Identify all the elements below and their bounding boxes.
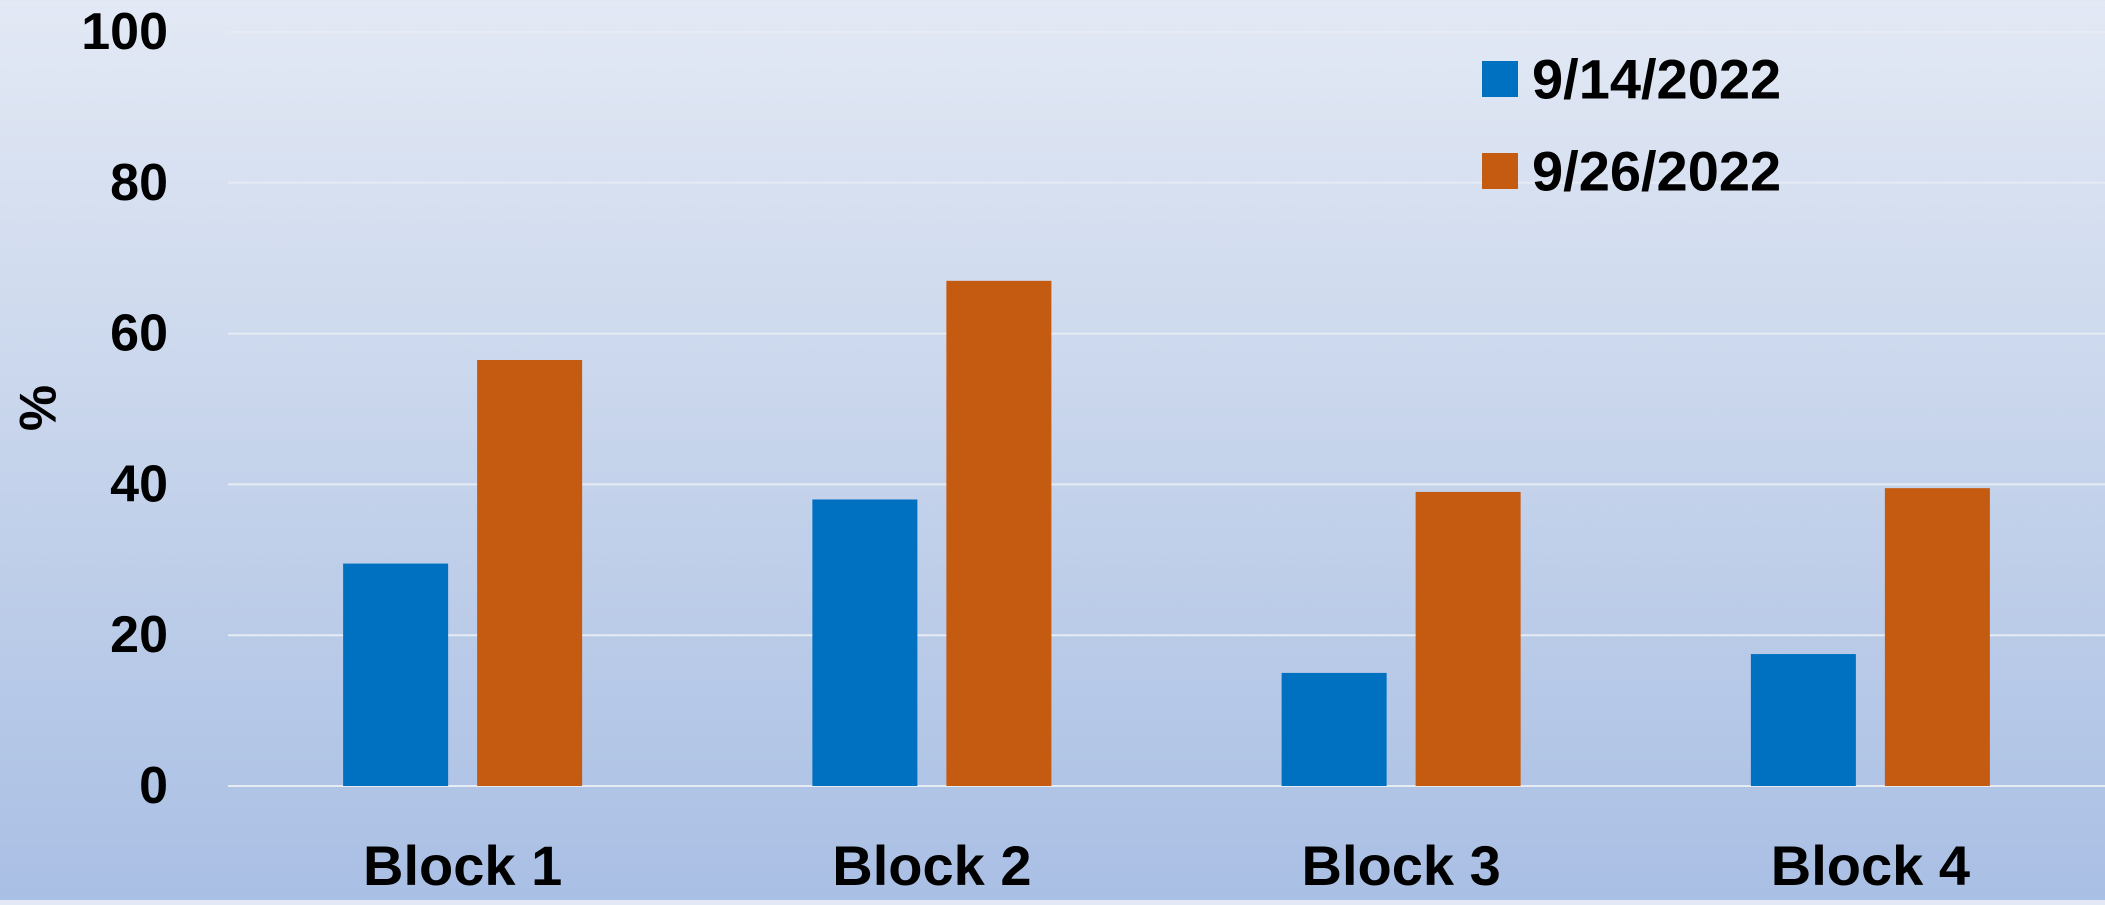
legend: 9/14/2022 9/26/2022 <box>1482 48 1781 203</box>
x-category-label: Block 2 <box>832 834 1031 897</box>
y-tick-label: 100 <box>81 3 168 61</box>
bar-series-2-block-1 <box>477 359 583 786</box>
bar-series-1-block-1 <box>343 563 449 786</box>
y-tick-label: 20 <box>110 606 168 664</box>
bar-series-1-block-3 <box>1281 672 1387 786</box>
bar-series-1-block-2 <box>812 499 918 786</box>
y-axis-tick-labels: 0 20 40 60 80 100 <box>81 3 168 815</box>
y-tick-label: 40 <box>110 455 168 513</box>
y-axis-label: % <box>10 385 68 431</box>
x-category-label: Block 3 <box>1302 834 1501 897</box>
x-category-label: Block 4 <box>1771 834 1970 897</box>
x-axis-category-labels: Block 1 Block 2 Block 3 Block 4 <box>363 834 1970 897</box>
legend-swatch <box>1482 61 1518 97</box>
x-category-label: Block 1 <box>363 834 562 897</box>
bar-series-1-block-4 <box>1750 654 1856 786</box>
legend-label: 9/26/2022 <box>1532 140 1781 203</box>
y-tick-label: 60 <box>110 305 168 363</box>
bars <box>343 280 1990 786</box>
legend-label: 9/14/2022 <box>1532 48 1781 111</box>
y-tick-label: 0 <box>139 757 168 815</box>
bar-series-2-block-2 <box>946 280 1052 786</box>
bar-series-2-block-3 <box>1415 491 1521 786</box>
bar-series-2-block-4 <box>1884 488 1990 786</box>
y-tick-label: 80 <box>110 154 168 212</box>
legend-swatch <box>1482 153 1518 189</box>
